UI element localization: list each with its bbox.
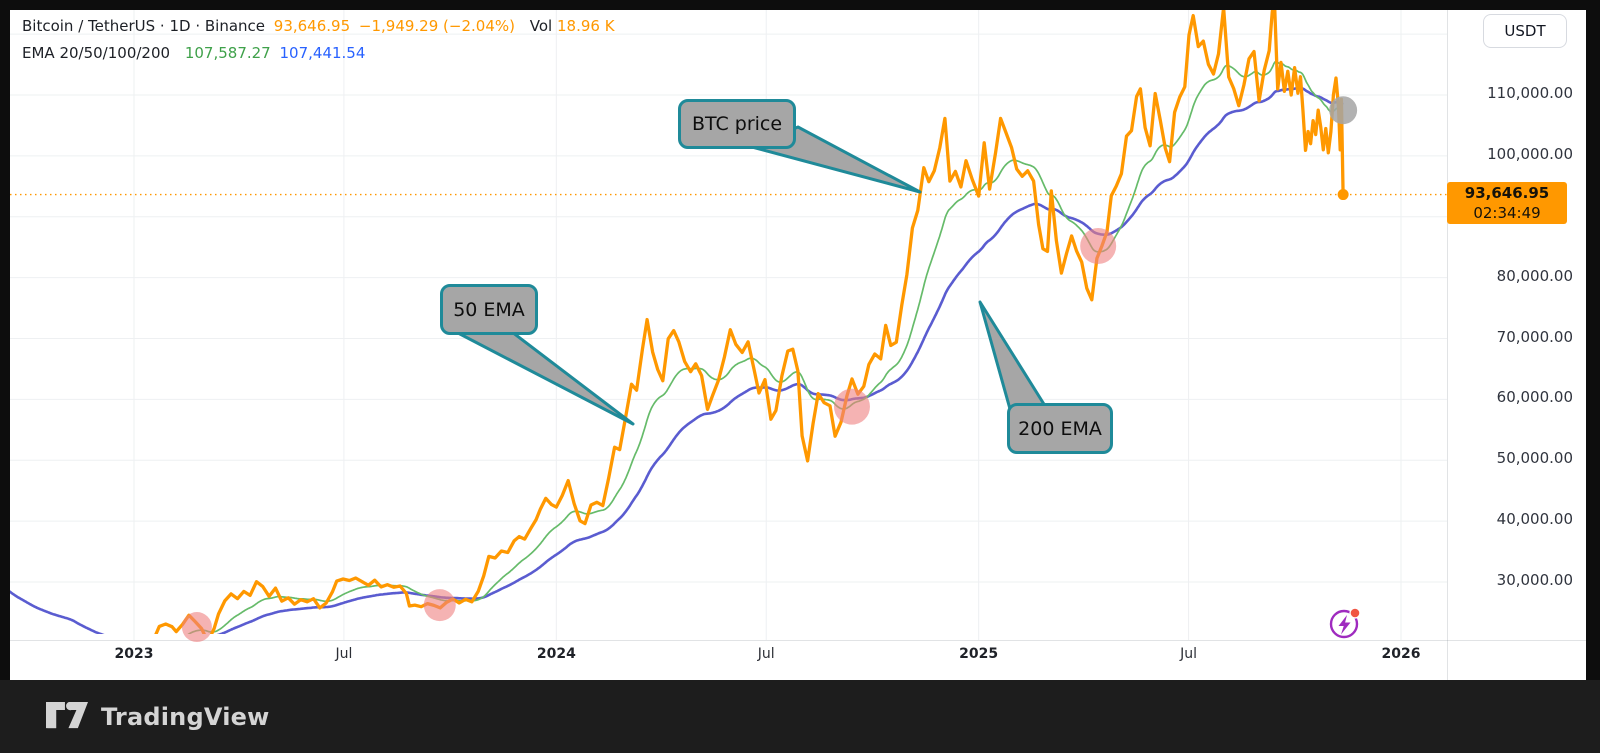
lightning-icon <box>1329 607 1361 639</box>
callout-label: 50 EMA <box>453 298 525 321</box>
price-axis-label: 30,000.00 <box>1496 571 1573 589</box>
price-axis-label: 80,000.00 <box>1496 266 1573 285</box>
bar-countdown: 02:34:49 <box>1473 204 1541 222</box>
symbol-title: Bitcoin / TetherUS · 1D · Binance <box>22 17 265 35</box>
price-axis-label: 60,000.00 <box>1496 388 1573 407</box>
last-price-value: 93,646.95 <box>1464 184 1550 202</box>
time-axis-label: Jul <box>335 646 353 662</box>
quick-trade-button[interactable] <box>1328 606 1362 640</box>
line-btc-price[interactable] <box>0 0 1345 668</box>
footer-bar: TradingView <box>0 680 1600 753</box>
time-axis-label: Jul <box>1180 646 1197 662</box>
ema-legend[interactable]: EMA 20/50/100/200 107,587.27 107,441.54 <box>22 44 369 62</box>
ema200-value: 107,441.54 <box>279 44 366 62</box>
price-axis-label: 110,000.00 <box>1487 84 1573 102</box>
last-price-dot <box>1337 189 1349 201</box>
tradingview-logo[interactable]: TradingView <box>46 702 269 731</box>
time-axis-label: 2025 <box>959 646 999 662</box>
ema50-value: 107,587.27 <box>184 44 271 62</box>
last-price-badge[interactable]: 93,646.95 02:34:49 <box>1447 182 1567 224</box>
cross-marker-sep-2023 <box>423 589 456 622</box>
volume-value: 18.96 K <box>556 17 615 35</box>
ema-legend-label: EMA 20/50/100/200 <box>22 44 171 62</box>
callout-label: 200 EMA <box>1018 417 1102 440</box>
time-axis-label: 2024 <box>536 646 576 662</box>
callout-btc-price[interactable]: BTC price <box>678 99 796 149</box>
chart-background <box>10 10 1586 680</box>
currency-button[interactable]: USDT <box>1483 14 1567 48</box>
cross-markers <box>181 96 1358 643</box>
symbol-change: −1,949.29 (−2.04%) <box>358 17 515 35</box>
symbol-legend[interactable]: Bitcoin / TetherUS · 1D · Binance 93,646… <box>22 17 619 35</box>
cross-marker-apr-2025 <box>1080 227 1117 264</box>
time-axis-label: 2026 <box>1381 646 1421 662</box>
callout-ema-50[interactable]: 50 EMA <box>440 284 538 335</box>
cross-marker-sep-2024 <box>833 388 870 425</box>
death-cross-nov-2025 <box>1329 96 1358 125</box>
callout-label: BTC price <box>691 113 783 135</box>
line-ema-200[interactable] <box>0 86 1344 646</box>
price-axis-label: 70,000.00 <box>1496 327 1573 346</box>
line-ema-50[interactable] <box>0 60 1344 661</box>
symbol-last-price: 93,646.95 <box>273 17 351 35</box>
callout-ema-200[interactable]: 200 EMA <box>1007 403 1113 454</box>
price-axis-label: 40,000.00 <box>1496 510 1573 529</box>
gridlines <box>10 10 1447 640</box>
time-axis-label: Jul <box>757 646 775 662</box>
price-axis-label: 100,000.00 <box>1487 144 1573 163</box>
time-axis-label: 2023 <box>114 646 154 662</box>
tradingview-mark-icon <box>46 702 88 729</box>
cross-marker-early-2023 <box>181 612 212 643</box>
tradingview-wordmark: TradingView <box>101 702 270 731</box>
volume-label: Vol <box>529 17 553 35</box>
price-axis-label: 50,000.00 <box>1496 449 1573 468</box>
